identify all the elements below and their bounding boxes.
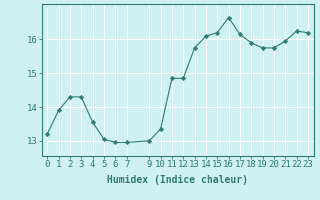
X-axis label: Humidex (Indice chaleur): Humidex (Indice chaleur) [107, 175, 248, 185]
